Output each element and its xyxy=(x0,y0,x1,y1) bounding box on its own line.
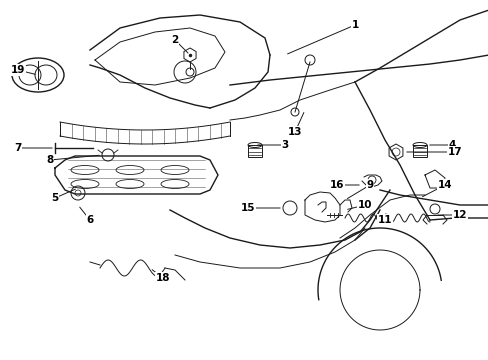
Text: 18: 18 xyxy=(156,273,170,283)
Text: 9: 9 xyxy=(366,180,373,190)
Text: 7: 7 xyxy=(14,143,21,153)
Text: 11: 11 xyxy=(377,215,391,225)
Text: 19: 19 xyxy=(11,65,25,75)
Text: 2: 2 xyxy=(171,35,178,45)
Text: 5: 5 xyxy=(51,193,59,203)
Bar xyxy=(247,145,262,157)
Text: 17: 17 xyxy=(447,147,461,157)
Text: 14: 14 xyxy=(437,180,451,190)
Text: 8: 8 xyxy=(46,155,54,165)
Text: 16: 16 xyxy=(329,180,344,190)
Text: 15: 15 xyxy=(240,203,255,213)
Text: 4: 4 xyxy=(447,140,455,150)
Text: 1: 1 xyxy=(351,20,358,30)
Bar xyxy=(412,145,426,157)
Text: 3: 3 xyxy=(281,140,288,150)
Text: 13: 13 xyxy=(287,127,302,137)
Text: 10: 10 xyxy=(357,200,371,210)
Text: 6: 6 xyxy=(86,215,93,225)
Text: 12: 12 xyxy=(452,210,467,220)
